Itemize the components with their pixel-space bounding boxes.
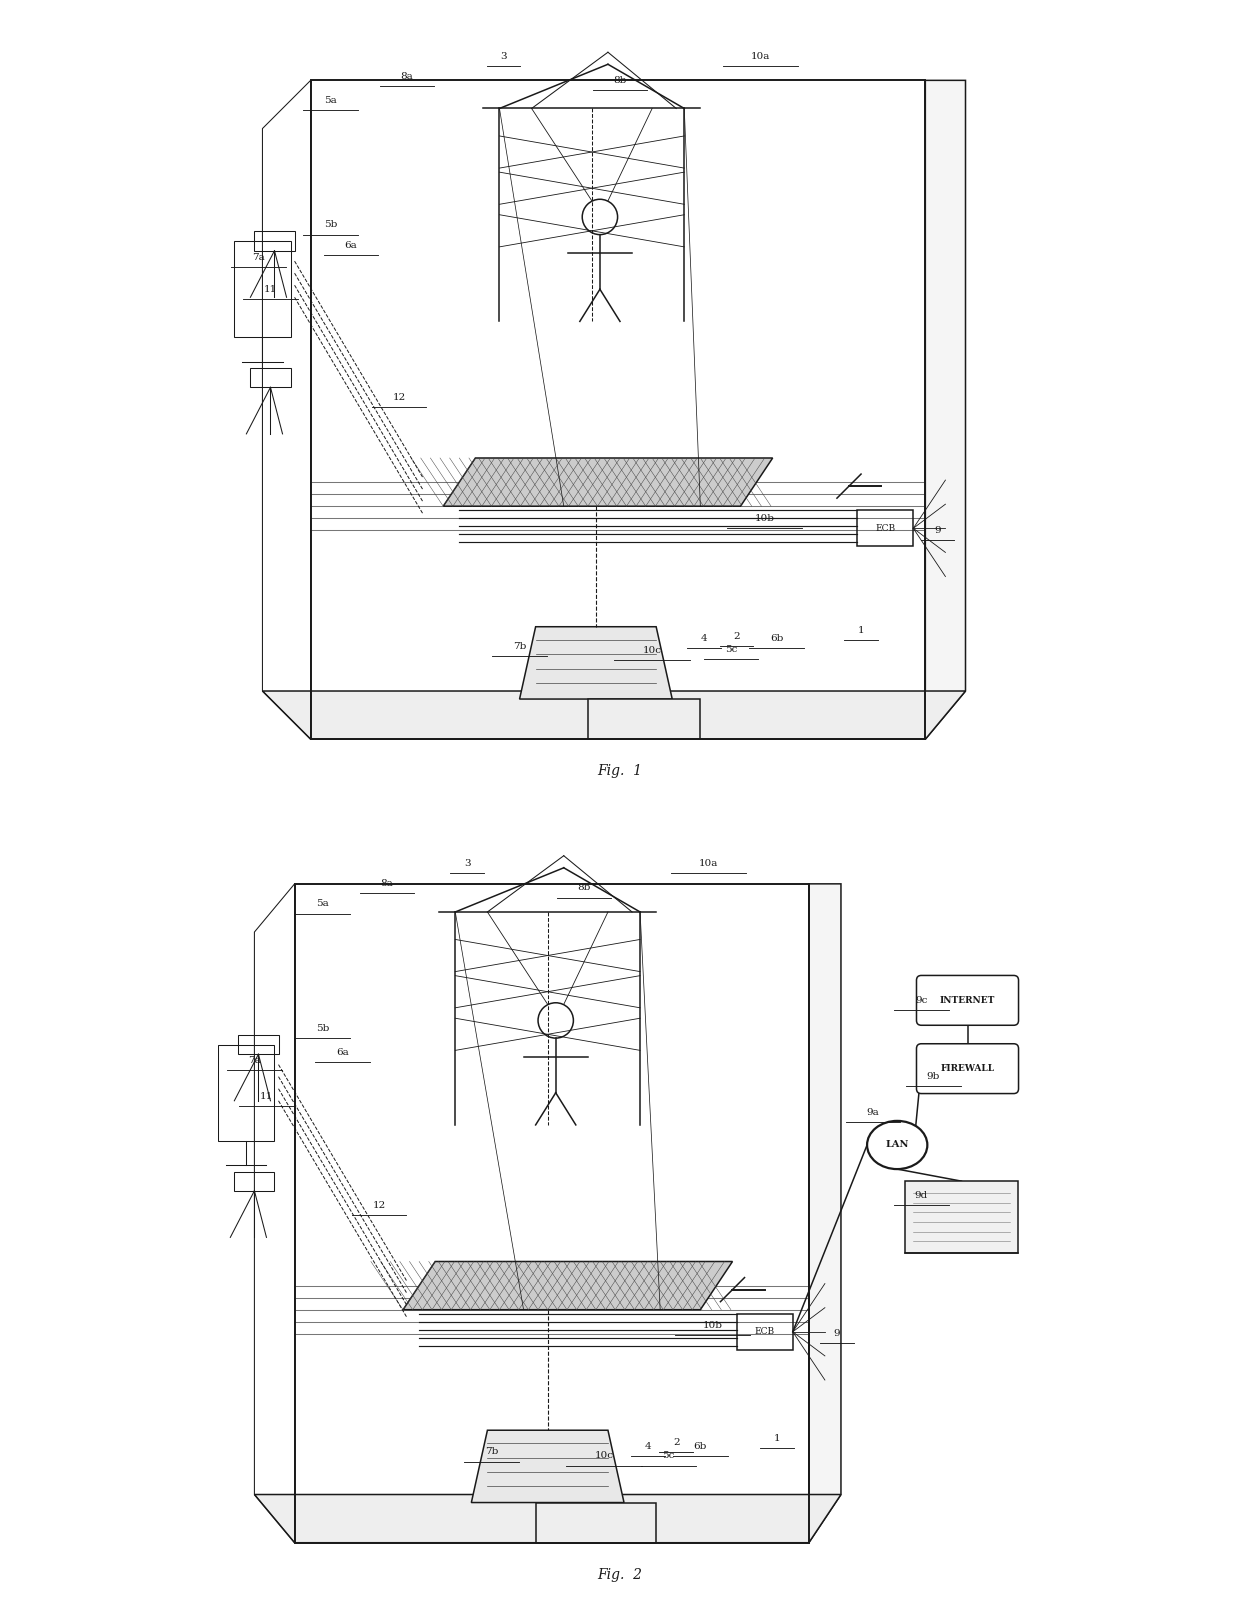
Text: 5b: 5b bbox=[316, 1024, 330, 1033]
Polygon shape bbox=[403, 1261, 733, 1310]
Text: Fig.  2: Fig. 2 bbox=[598, 1568, 642, 1581]
Polygon shape bbox=[536, 1503, 656, 1543]
Text: 6a: 6a bbox=[345, 241, 357, 249]
Text: 8a: 8a bbox=[401, 72, 413, 80]
Text: Fig.  1: Fig. 1 bbox=[598, 765, 642, 778]
Polygon shape bbox=[520, 627, 672, 699]
Text: INTERNET: INTERNET bbox=[940, 996, 996, 1004]
Text: FIREWALL: FIREWALL bbox=[940, 1064, 994, 1073]
Text: 9c: 9c bbox=[915, 996, 928, 1004]
Text: 9d: 9d bbox=[915, 1191, 928, 1200]
Text: 7b: 7b bbox=[513, 643, 526, 651]
Polygon shape bbox=[808, 884, 841, 1543]
Text: 9a: 9a bbox=[867, 1109, 879, 1117]
Ellipse shape bbox=[867, 1122, 928, 1170]
Text: 5b: 5b bbox=[324, 220, 337, 230]
Text: LAN: LAN bbox=[885, 1141, 909, 1149]
Text: 1: 1 bbox=[774, 1433, 780, 1443]
Text: 9b: 9b bbox=[926, 1072, 940, 1082]
Text: 5c: 5c bbox=[724, 644, 737, 654]
Text: 6a: 6a bbox=[336, 1048, 350, 1057]
Text: 2: 2 bbox=[733, 632, 740, 641]
Text: 10b: 10b bbox=[755, 514, 775, 522]
FancyBboxPatch shape bbox=[916, 1045, 1018, 1093]
Text: 10c: 10c bbox=[642, 646, 662, 656]
Polygon shape bbox=[263, 691, 966, 739]
Text: 9: 9 bbox=[833, 1329, 841, 1339]
Text: 3: 3 bbox=[464, 860, 471, 868]
Text: 12: 12 bbox=[392, 394, 405, 402]
Text: 10a: 10a bbox=[698, 860, 718, 868]
Text: 11: 11 bbox=[260, 1093, 273, 1101]
Text: 4: 4 bbox=[645, 1441, 651, 1451]
Text: 11: 11 bbox=[264, 284, 277, 294]
Text: 2: 2 bbox=[673, 1438, 680, 1446]
Text: 5a: 5a bbox=[325, 96, 337, 104]
Text: 4: 4 bbox=[701, 635, 708, 643]
Text: 7a: 7a bbox=[248, 1056, 260, 1065]
Text: 5c: 5c bbox=[662, 1451, 675, 1461]
Polygon shape bbox=[925, 80, 966, 739]
Text: 7b: 7b bbox=[485, 1448, 498, 1456]
Polygon shape bbox=[905, 1181, 1018, 1253]
Text: 1: 1 bbox=[858, 627, 864, 635]
Polygon shape bbox=[588, 699, 701, 739]
Text: 6b: 6b bbox=[693, 1441, 707, 1451]
Text: 8a: 8a bbox=[381, 879, 393, 889]
Text: 8b: 8b bbox=[577, 884, 590, 892]
Text: ECB: ECB bbox=[875, 524, 895, 534]
Text: 5a: 5a bbox=[316, 900, 329, 908]
Polygon shape bbox=[254, 1495, 841, 1543]
Text: 12: 12 bbox=[372, 1200, 386, 1210]
Polygon shape bbox=[443, 458, 773, 506]
Text: 7a: 7a bbox=[252, 252, 265, 262]
Text: 10a: 10a bbox=[751, 51, 770, 61]
Text: ECB: ECB bbox=[755, 1327, 775, 1337]
Text: 10b: 10b bbox=[702, 1321, 723, 1331]
Text: 9: 9 bbox=[934, 525, 941, 535]
Text: 3: 3 bbox=[500, 51, 507, 61]
Text: 8b: 8b bbox=[614, 76, 626, 85]
Text: 6b: 6b bbox=[770, 635, 784, 643]
Polygon shape bbox=[471, 1430, 624, 1503]
FancyBboxPatch shape bbox=[916, 975, 1018, 1025]
Text: 10c: 10c bbox=[594, 1451, 614, 1461]
